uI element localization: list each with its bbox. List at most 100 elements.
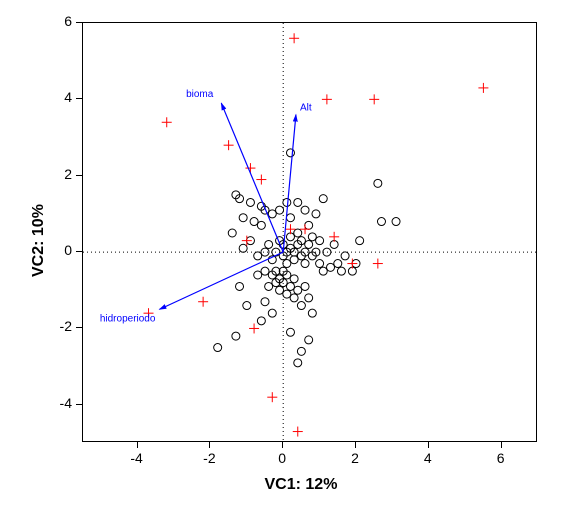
site-point xyxy=(257,221,265,229)
site-point xyxy=(286,328,294,336)
y-tick-label: -2 xyxy=(46,318,72,334)
site-point xyxy=(377,218,385,226)
site-point xyxy=(286,214,294,222)
site-point xyxy=(228,229,236,237)
site-point xyxy=(334,260,342,268)
y-tick-label: 0 xyxy=(46,242,72,258)
site-point xyxy=(356,237,364,245)
site-point xyxy=(265,282,273,290)
site-point xyxy=(316,260,324,268)
site-point xyxy=(283,290,291,298)
site-point xyxy=(290,294,298,302)
site-point xyxy=(305,240,313,248)
y-tick-label: 6 xyxy=(46,13,72,29)
site-point xyxy=(294,286,302,294)
site-point xyxy=(392,218,400,226)
site-point xyxy=(236,282,244,290)
site-point xyxy=(301,206,309,214)
x-axis-label: VC1: 12% xyxy=(265,476,338,494)
site-point xyxy=(250,218,258,226)
y-tick-mark xyxy=(76,22,82,23)
x-tick-label: -2 xyxy=(197,450,221,466)
site-point xyxy=(286,282,294,290)
site-point xyxy=(305,336,313,344)
site-point xyxy=(301,282,309,290)
site-point xyxy=(246,198,254,206)
site-point xyxy=(239,244,247,252)
site-point xyxy=(294,198,302,206)
site-point xyxy=(214,344,222,352)
y-tick-label: -4 xyxy=(46,395,72,411)
x-tick-label: 2 xyxy=(343,450,367,466)
species-point xyxy=(267,392,277,402)
site-point xyxy=(276,286,284,294)
species-point xyxy=(329,232,339,242)
y-tick-label: 4 xyxy=(46,89,72,105)
species-point xyxy=(369,94,379,104)
species-point xyxy=(289,33,299,43)
x-tick-mark xyxy=(501,442,502,448)
site-point xyxy=(341,252,349,260)
x-tick-mark xyxy=(355,442,356,448)
site-point xyxy=(268,210,276,218)
y-tick-mark xyxy=(76,251,82,252)
vector-label: bioma xyxy=(186,89,214,100)
y-tick-mark xyxy=(76,327,82,328)
x-tick-mark xyxy=(428,442,429,448)
site-point xyxy=(297,302,305,310)
site-point xyxy=(254,271,262,279)
x-tick-label: 6 xyxy=(489,450,513,466)
site-point xyxy=(257,317,265,325)
plot-svg: bioma Alt hidroperiodo xyxy=(83,23,538,443)
x-tick-mark xyxy=(137,442,138,448)
site-point xyxy=(308,233,316,241)
site-point xyxy=(374,179,382,187)
site-point xyxy=(261,298,269,306)
x-tick-mark xyxy=(209,442,210,448)
x-tick-label: -4 xyxy=(125,450,149,466)
y-axis-label: VC2: 10% xyxy=(30,204,48,277)
y-tick-mark xyxy=(76,175,82,176)
plot-area: bioma Alt hidroperiodo xyxy=(82,22,537,442)
site-point xyxy=(265,240,273,248)
site-point xyxy=(308,309,316,317)
species-point xyxy=(249,323,259,333)
species-point xyxy=(224,140,234,150)
biplot-vector xyxy=(159,252,283,309)
species-point xyxy=(322,94,332,104)
species-point xyxy=(478,83,488,93)
site-point xyxy=(261,267,269,275)
site-point xyxy=(305,221,313,229)
site-point xyxy=(312,210,320,218)
vector-label: Alt xyxy=(300,103,312,114)
vector-label: hidroperiodo xyxy=(100,313,156,324)
site-point xyxy=(283,198,291,206)
biplot-figure: bioma Alt hidroperiodo VC2: 10% VC1: 12% -… xyxy=(0,0,569,517)
site-point xyxy=(276,206,284,214)
site-point xyxy=(323,248,331,256)
y-tick-label: 2 xyxy=(46,166,72,182)
site-point xyxy=(290,275,298,283)
y-tick-mark xyxy=(76,404,82,405)
site-point xyxy=(316,237,324,245)
species-point xyxy=(256,175,266,185)
site-point xyxy=(283,260,291,268)
site-point xyxy=(319,267,327,275)
site-point xyxy=(286,149,294,157)
site-point xyxy=(232,332,240,340)
site-point xyxy=(337,267,345,275)
x-tick-label: 0 xyxy=(270,450,294,466)
site-point xyxy=(294,229,302,237)
site-point xyxy=(294,359,302,367)
site-point xyxy=(243,302,251,310)
species-point xyxy=(162,117,172,127)
site-point xyxy=(297,347,305,355)
site-point xyxy=(327,263,335,271)
species-point xyxy=(198,297,208,307)
site-point xyxy=(290,256,298,264)
x-tick-mark xyxy=(282,442,283,448)
y-tick-mark xyxy=(76,98,82,99)
site-point xyxy=(319,195,327,203)
site-point xyxy=(268,309,276,317)
site-point xyxy=(305,294,313,302)
